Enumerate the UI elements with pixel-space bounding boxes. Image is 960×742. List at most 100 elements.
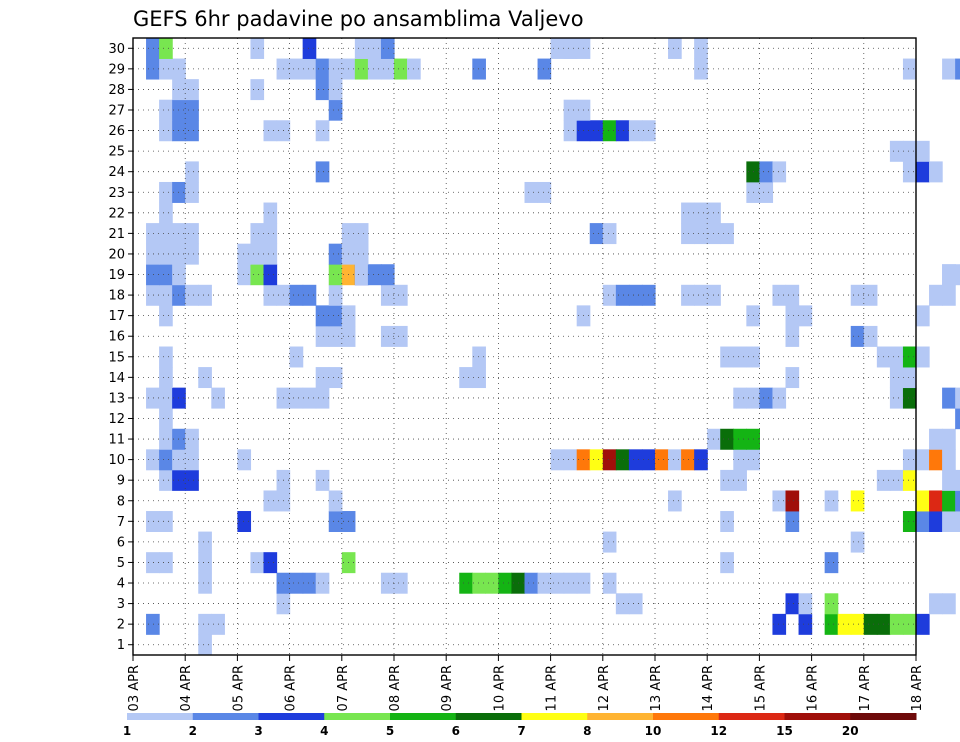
heatmap-cell <box>159 511 173 532</box>
y-tick-label: 28 <box>108 83 125 98</box>
heatmap-cell <box>472 58 486 80</box>
heatmap-cell <box>367 264 382 286</box>
heatmap-cell <box>159 387 173 409</box>
heatmap-cell <box>159 58 173 80</box>
heatmap-cell <box>537 181 552 203</box>
heatmap-cell <box>185 284 199 306</box>
heatmap-cell <box>863 325 878 347</box>
heatmap-cell <box>380 284 395 306</box>
heatmap-cell <box>159 264 173 286</box>
heatmap-cell <box>159 346 173 368</box>
heatmap-cell <box>328 284 343 306</box>
x-tick-label: 07 APR <box>336 665 351 711</box>
heatmap-cell <box>720 346 734 368</box>
x-tick-label: 15 APR <box>753 665 768 711</box>
heatmap-cell <box>655 449 669 471</box>
y-axis-ticks: 1234567891011121314151617181920212223242… <box>108 42 133 653</box>
heatmap-cell <box>185 181 199 203</box>
heatmap-cell <box>563 99 578 121</box>
heatmap-cell <box>237 243 252 265</box>
heatmap-cell <box>889 387 904 409</box>
y-tick-label: 30 <box>108 42 125 57</box>
y-tick-label: 5 <box>117 556 125 571</box>
heatmap-cell <box>902 511 917 532</box>
heatmap-cell <box>198 552 212 574</box>
colorbar-segment <box>127 713 194 720</box>
heatmap-cell <box>602 120 617 142</box>
heatmap-cell <box>198 284 212 306</box>
heatmap-cell <box>328 490 343 512</box>
heatmap-cell <box>681 223 695 245</box>
heatmap-cell <box>929 284 943 306</box>
x-tick-label: 14 APR <box>701 665 716 711</box>
y-tick-label: 25 <box>108 145 125 160</box>
heatmap-cell <box>354 223 369 245</box>
heatmap-cell <box>798 593 813 615</box>
y-tick-label: 15 <box>108 350 125 365</box>
y-tick-label: 7 <box>117 515 125 530</box>
heatmap-cell <box>328 79 343 101</box>
heatmap-cell <box>589 120 604 142</box>
y-tick-label: 26 <box>108 124 125 139</box>
y-tick-label: 20 <box>108 247 125 262</box>
heatmap-cell <box>798 305 813 327</box>
heatmap-cell <box>615 593 630 615</box>
heatmap-cell <box>942 469 956 491</box>
x-tick-label: 12 APR <box>597 665 612 711</box>
heatmap-cell <box>159 449 173 471</box>
heatmap-cell <box>942 593 956 615</box>
heatmap-cell <box>394 572 408 594</box>
heatmap-cell <box>902 346 917 368</box>
heatmap-cell <box>668 38 682 59</box>
heatmap-cell <box>694 202 708 224</box>
heatmap-cell <box>694 38 708 59</box>
y-tick-label: 13 <box>108 391 125 406</box>
colorbar: 1 2 3 4 5 6 7 8 10 12 15 20 <box>123 713 917 738</box>
heatmap-cell <box>563 572 578 594</box>
y-tick-label: 2 <box>117 618 125 633</box>
heatmap-cell <box>159 181 173 203</box>
heatmap-cell <box>263 490 278 512</box>
heatmap-cell <box>681 202 695 224</box>
colorbar-segment <box>653 713 720 720</box>
heatmap-cell <box>916 511 930 532</box>
heatmap-cell <box>315 572 330 594</box>
x-tick-label: 09 APR <box>440 665 455 711</box>
y-tick-label: 22 <box>108 206 125 221</box>
heatmap-cell <box>837 613 852 635</box>
heatmap-cell <box>850 531 865 553</box>
heatmap-cell <box>263 243 278 265</box>
heatmap-cell <box>720 511 734 532</box>
heatmap-cell <box>159 469 173 491</box>
heatmap-cell <box>798 613 813 635</box>
x-tick-label: 10 APR <box>492 665 507 711</box>
heatmap-cell <box>929 490 943 512</box>
heatmap-cell <box>394 284 408 306</box>
heatmap-cell <box>367 38 382 59</box>
heatmap-cell <box>916 346 930 368</box>
colorbar-tick-label: 8 <box>583 724 591 738</box>
heatmap-cell <box>472 367 486 389</box>
heatmap-cell <box>185 243 199 265</box>
heatmap-cell <box>785 490 800 512</box>
heatmap-cell <box>942 387 956 409</box>
colorbar-tick-label: 15 <box>776 724 793 738</box>
x-tick-label: 18 APR <box>910 665 925 711</box>
heatmap-cell <box>263 202 278 224</box>
y-tick-label: 27 <box>108 103 125 118</box>
x-tick-label: 03 APR <box>127 665 142 711</box>
heatmap-cell <box>602 531 617 553</box>
heatmap-cell <box>759 181 774 203</box>
heatmap-cell <box>824 593 839 615</box>
heatmap-cell <box>250 243 265 265</box>
heatmap-cell <box>889 469 904 491</box>
heatmap-cell <box>146 284 160 306</box>
heatmap-cell <box>902 469 917 491</box>
colorbar-segment <box>324 713 391 720</box>
heatmap-cell <box>354 38 369 59</box>
heatmap-cell <box>159 223 173 245</box>
heatmap-cell <box>159 408 173 430</box>
heatmap-cell <box>707 202 721 224</box>
colorbar-tick-label: 3 <box>254 724 262 738</box>
heatmap-cell <box>902 140 917 162</box>
